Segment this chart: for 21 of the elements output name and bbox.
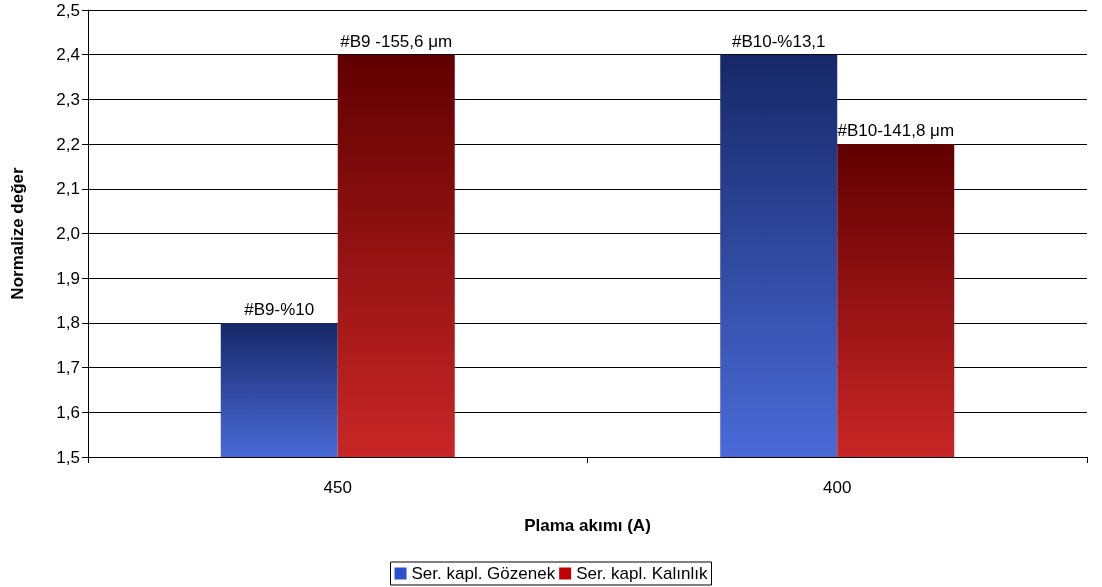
y-tick-label: 2,1 [56,179,80,199]
y-tick-label: 2,5 [56,0,80,20]
legend-label: Ser. kapl. Kalınlık [576,564,708,583]
y-tick-label: 1,5 [56,447,80,467]
y-axis-title: Normalize değer [8,166,27,300]
y-tick-label: 1,6 [56,402,80,422]
y-tick-label: 2,0 [56,224,80,243]
y-tick-label: 1,9 [56,268,80,288]
annotation: #B10-%13,1 [731,31,826,51]
annotation: #B10-141,8 μm [837,121,955,141]
y-tick-label: 2,3 [56,89,80,109]
x-tick-label: 450 [323,478,352,497]
y-tick-label: 2,4 [56,45,80,65]
legend-label: Ser. kapl. Gözenek [411,564,556,583]
annotation: #B9 -155,6 μm [340,31,453,51]
x-tick-label: 400 [823,478,852,497]
y-tick-label: 1,7 [56,358,80,378]
annotation: #B9-%10 [244,299,315,319]
y-tick-label: 2,2 [56,134,80,154]
x-axis-title: Plama akımı (A) [524,516,651,535]
y-tick-label: 1,8 [56,313,80,333]
